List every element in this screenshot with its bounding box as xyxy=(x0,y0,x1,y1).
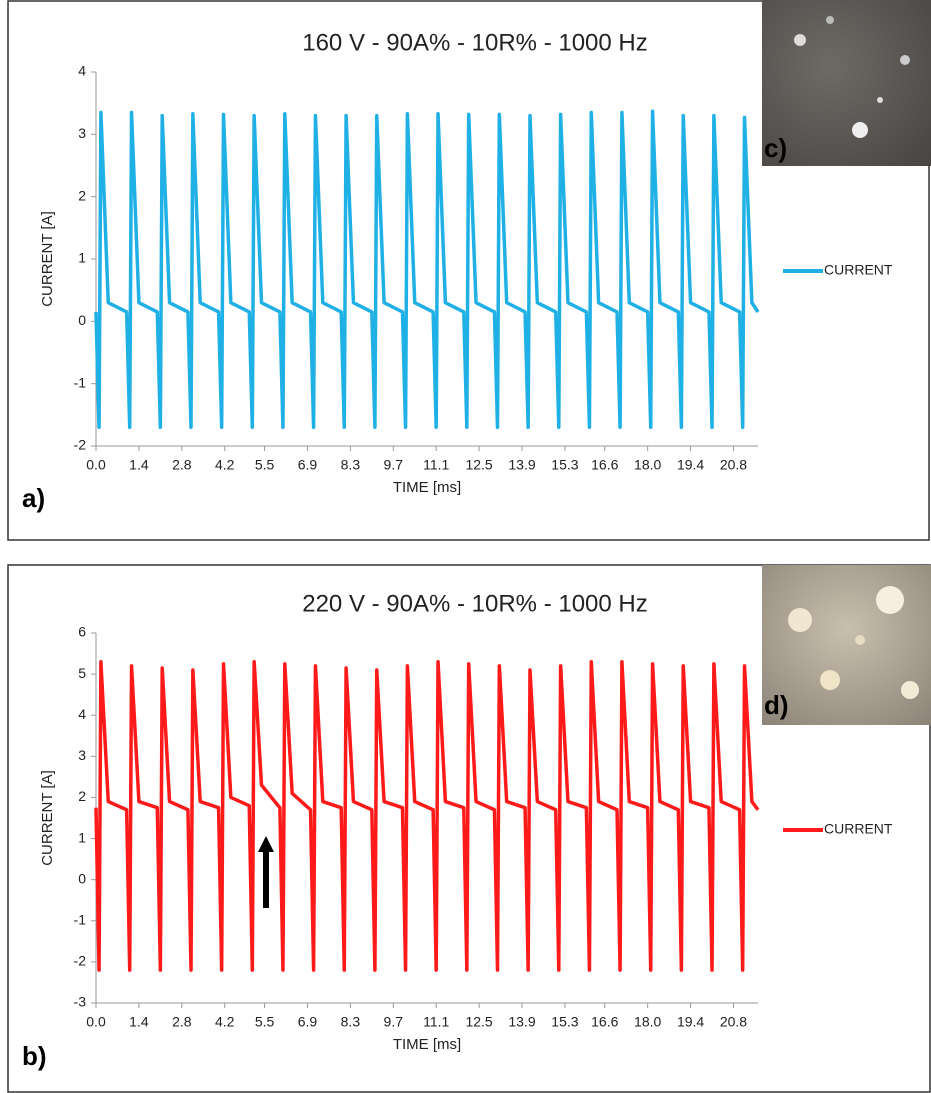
panel-border xyxy=(7,0,930,541)
chart-title: 160 V - 90A% - 10R% - 1000 Hz xyxy=(302,29,648,56)
x-tick-label: 18.0 xyxy=(634,457,661,473)
y-tick-label: 5 xyxy=(78,665,86,681)
x-tick-label: 2.8 xyxy=(172,1014,192,1030)
x-axis-label: TIME [ms] xyxy=(393,1036,461,1053)
y-axis-label: CURRENT [A] xyxy=(39,770,56,866)
panel-border xyxy=(7,564,931,1093)
photo-label: c) xyxy=(764,133,787,163)
x-tick-label: 13.9 xyxy=(508,1014,535,1030)
data-line xyxy=(94,660,760,972)
y-tick-label: 1 xyxy=(78,829,86,845)
y-tick-label: 4 xyxy=(78,63,86,79)
x-tick-label: 4.2 xyxy=(215,457,235,473)
x-tick-label: 13.9 xyxy=(508,457,535,473)
y-tick-label: -2 xyxy=(74,953,87,969)
x-tick-label: 8.3 xyxy=(341,1014,361,1030)
x-tick-label: 12.5 xyxy=(465,1014,492,1030)
x-tick-label: 15.3 xyxy=(551,1014,578,1030)
x-tick-label: 6.9 xyxy=(298,1014,318,1030)
y-tick-label: -2 xyxy=(74,437,87,453)
photo-label: d) xyxy=(764,690,789,720)
panel-label: a) xyxy=(22,483,45,513)
x-tick-label: 20.8 xyxy=(720,1014,747,1030)
annotation-arrow xyxy=(258,836,274,908)
y-tick-label: 4 xyxy=(78,706,86,722)
x-tick-label: 8.3 xyxy=(341,457,361,473)
x-tick-label: 12.5 xyxy=(465,457,492,473)
x-tick-label: 4.2 xyxy=(215,1014,235,1030)
x-tick-label: 2.8 xyxy=(172,457,192,473)
y-axis-label: CURRENT [A] xyxy=(39,211,56,307)
x-tick-label: 19.4 xyxy=(677,457,704,473)
x-tick-label: 1.4 xyxy=(129,457,149,473)
x-tick-label: 5.5 xyxy=(255,457,275,473)
legend-label: CURRENT xyxy=(824,821,893,837)
x-tick-label: 19.4 xyxy=(677,1014,704,1030)
x-tick-label: 9.7 xyxy=(384,1014,404,1030)
x-tick-label: 15.3 xyxy=(551,457,578,473)
data-line xyxy=(94,109,760,430)
x-tick-label: 16.6 xyxy=(591,1014,618,1030)
x-tick-label: 0.0 xyxy=(86,1014,106,1030)
x-tick-label: 1.4 xyxy=(129,1014,149,1030)
x-tick-label: 11.1 xyxy=(423,457,449,473)
y-tick-label: 1 xyxy=(78,250,86,266)
x-tick-label: 20.8 xyxy=(720,457,747,473)
photo xyxy=(762,0,931,166)
x-tick-label: 5.5 xyxy=(255,1014,275,1030)
y-tick-label: -3 xyxy=(74,994,87,1010)
y-tick-label: 6 xyxy=(78,624,86,640)
y-tick-label: 0 xyxy=(78,312,86,328)
x-tick-label: 11.1 xyxy=(423,1014,449,1030)
x-tick-label: 16.6 xyxy=(591,457,618,473)
x-axis-label: TIME [ms] xyxy=(393,479,461,496)
legend-label: CURRENT xyxy=(824,262,893,278)
panel-label: b) xyxy=(22,1041,47,1071)
x-tick-label: 0.0 xyxy=(86,457,106,473)
photo xyxy=(762,565,931,725)
y-tick-label: 2 xyxy=(78,187,86,203)
x-tick-label: 9.7 xyxy=(384,457,404,473)
x-tick-label: 18.0 xyxy=(634,1014,661,1030)
y-tick-label: -1 xyxy=(74,911,87,927)
y-tick-label: 0 xyxy=(78,870,86,886)
x-tick-label: 6.9 xyxy=(298,457,318,473)
chart-title: 220 V - 90A% - 10R% - 1000 Hz xyxy=(302,590,648,617)
y-tick-label: 3 xyxy=(78,747,86,763)
y-tick-label: 2 xyxy=(78,788,86,804)
y-tick-label: 3 xyxy=(78,125,86,141)
y-tick-label: -1 xyxy=(74,374,87,390)
